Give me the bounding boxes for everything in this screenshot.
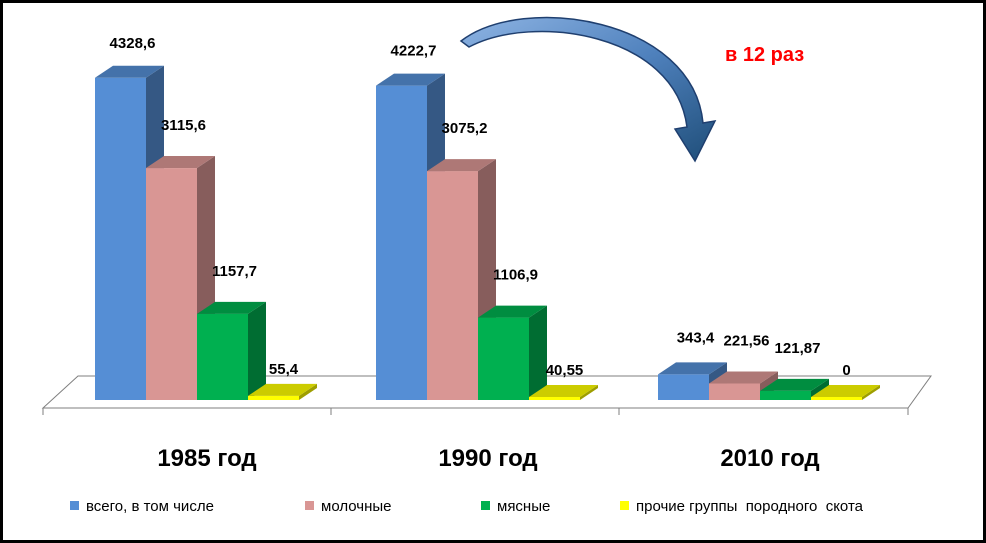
value-label: 40,55 xyxy=(546,362,584,379)
value-label: 0 xyxy=(842,362,850,379)
value-label: 1157,7 xyxy=(212,263,257,280)
legend-label: прочие группы породного скота xyxy=(636,498,864,515)
category-label-1: 1985 год xyxy=(157,445,256,472)
legend-swatch xyxy=(620,501,629,510)
ratio-annotation: в 12 раз xyxy=(725,44,804,66)
value-label: 3075,2 xyxy=(442,120,488,137)
legend-item-4: прочие группы породного скота xyxy=(620,498,864,515)
bar-4-2 xyxy=(529,384,598,400)
legend-swatch xyxy=(70,501,79,510)
legend-label: всего, в том числе xyxy=(86,498,214,515)
bars-layer xyxy=(95,65,880,401)
bar-3-1 xyxy=(197,301,266,400)
category-label-2: 1990 год xyxy=(438,445,537,472)
value-label: 3115,6 xyxy=(161,117,206,134)
legend-item-1: всего, в том числе xyxy=(70,498,214,515)
bar-3-2 xyxy=(478,305,547,400)
legend-label: молочные xyxy=(321,498,391,515)
bar-chart-3d: 4328,6 3115,6 1157,7 55,4 4222,7 3075,2 1106,9… xyxy=(41,16,932,515)
legend-item-2: молочные xyxy=(305,498,391,515)
category-label-3: 2010 год xyxy=(720,445,819,472)
legend-item-3: мясные xyxy=(481,498,550,515)
value-label: 121,87 xyxy=(775,340,821,357)
value-label: 343,4 xyxy=(677,329,715,346)
value-label: 4222,7 xyxy=(391,43,437,60)
category-labels-layer: 1985 год 1990 год 2010 год xyxy=(157,445,819,472)
curved-arrow-icon xyxy=(459,16,717,163)
legend-label: мясные xyxy=(497,498,550,515)
legend-swatch xyxy=(305,501,314,510)
legend: всего, в том числе молочные мясные прочие г… xyxy=(70,498,864,515)
value-label: 55,4 xyxy=(269,361,299,378)
value-label: 221,56 xyxy=(724,333,770,350)
bar-4-1 xyxy=(248,383,317,400)
value-label: 4328,6 xyxy=(110,35,156,52)
value-label: 1106,9 xyxy=(493,267,538,284)
value-labels-layer: 4328,6 3115,6 1157,7 55,4 4222,7 3075,2 1106,9… xyxy=(110,35,851,379)
legend-swatch xyxy=(481,501,490,510)
bar-4-3 xyxy=(811,385,880,400)
